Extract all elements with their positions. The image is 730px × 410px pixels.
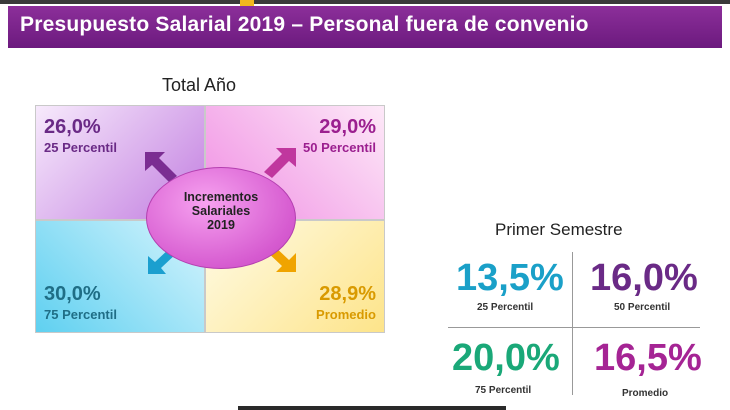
semester-value-25: 13,5% <box>456 257 564 299</box>
semester-label-50: 50 Percentil <box>614 302 671 313</box>
semester-value-50: 16,0% <box>590 257 698 299</box>
arrow-up-right-icon <box>264 148 296 178</box>
center-line-2: Salariales <box>191 204 251 218</box>
quadrant-value: 28,9% <box>319 283 376 305</box>
center-ellipse: Incrementos Salariales 2019 <box>146 167 296 269</box>
quadrant-label: 50 Percentil <box>303 140 376 155</box>
bottom-bar <box>238 406 506 410</box>
center-line-1: Incrementos <box>183 190 259 204</box>
arrow-up-left-icon <box>145 152 177 182</box>
total-year-title: Total Año <box>162 75 237 95</box>
first-semester-title: Primer Semestre <box>495 220 623 239</box>
top-tab-marker <box>240 0 254 7</box>
top-strip <box>0 0 730 4</box>
quadrant-label: 75 Percentil <box>44 307 117 322</box>
title-banner: Presupuesto Salarial 2019 – Personal fue… <box>8 6 722 48</box>
semester-value-75: 20,0% <box>452 337 560 379</box>
quadrant-value: 26,0% <box>44 116 101 138</box>
semester-divider-vertical <box>572 252 573 395</box>
semester-label-75: 75 Percentil <box>475 385 532 396</box>
semester-divider-horizontal <box>448 327 700 328</box>
quadrant-value: 30,0% <box>44 283 101 305</box>
semester-label-promedio: Promedio <box>622 388 669 399</box>
quadrant-label: Promedio <box>316 307 376 322</box>
semester-label-25: 25 Percentil <box>477 302 534 313</box>
page-title: Presupuesto Salarial 2019 – Personal fue… <box>20 13 589 36</box>
quadrant-value: 29,0% <box>319 116 376 138</box>
semester-value-promedio: 16,5% <box>594 337 702 379</box>
quadrant-label: 25 Percentil <box>44 140 117 155</box>
center-line-3: 2019 <box>207 218 235 232</box>
